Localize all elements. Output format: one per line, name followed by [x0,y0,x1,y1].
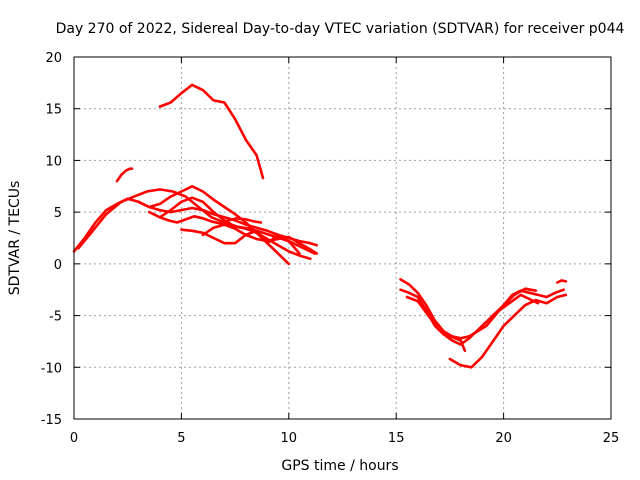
series-arc-5 [158,215,263,225]
y-tick-label: 15 [45,103,62,118]
y-tick-label: 5 [54,206,62,221]
data-series [72,83,568,369]
series-arc-10 [399,278,566,340]
series-arc-11 [399,288,540,346]
chart-title: Day 270 of 2022, Sidereal Day-to-day VTE… [56,21,625,37]
x-tick-label: 10 [281,431,298,446]
x-tick-label: 20 [495,431,512,446]
series-arc-7 [201,223,319,255]
grid-lines [74,57,611,419]
series-arc-15 [555,279,568,284]
series-arc-13 [448,293,568,369]
x-tick-label: 0 [70,431,78,446]
axis-ticks [73,56,612,420]
series-arc-8 [115,167,134,183]
x-tick-label: 15 [388,431,405,446]
series-arc-9 [158,83,265,180]
y-tick-label: -10 [41,361,62,376]
series-arc-12 [405,295,467,353]
y-tick-label: 20 [45,51,62,66]
y-axis-label: SDTVAR / TECUs [7,181,23,296]
y-tick-label: 10 [45,154,62,169]
x-tick-labels: 0 5 10 15 20 25 [70,431,619,446]
x-axis-label: GPS time / hours [281,458,398,474]
series-arc-1 [72,197,319,253]
y-tick-label: 0 [54,258,62,273]
plot-frame [73,56,612,420]
x-tick-label: 5 [177,431,185,446]
y-tick-label: -15 [41,413,62,428]
series-arc-4 [147,196,312,261]
series-arc-6 [180,228,291,266]
series-arc-14 [491,287,538,317]
x-tick-label: 25 [603,431,620,446]
y-tick-labels: -15 -10 -5 0 5 10 15 20 [41,51,62,428]
y-tick-label: -5 [49,310,62,325]
